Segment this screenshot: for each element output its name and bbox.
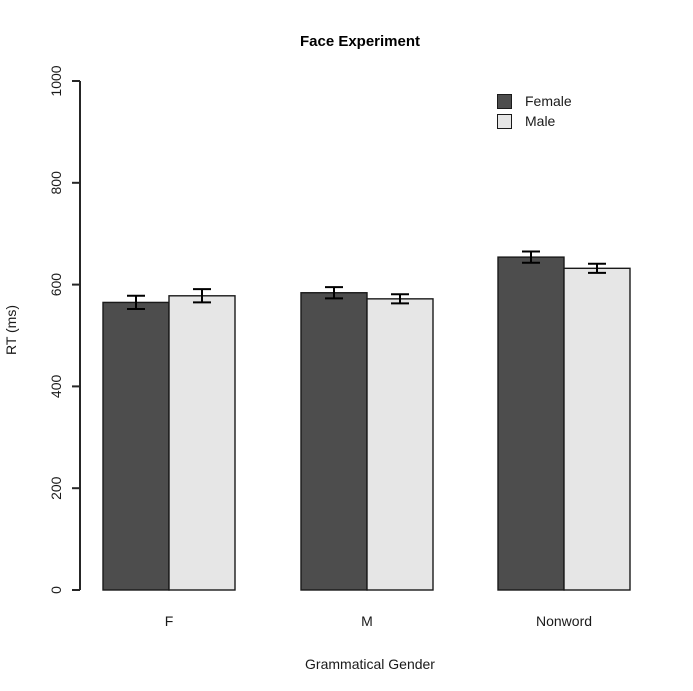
y-tick-label: 200 <box>48 476 64 500</box>
bar-nonword-female <box>497 256 565 591</box>
y-tick-label: 400 <box>48 375 64 399</box>
y-tick-label: 600 <box>48 273 64 297</box>
y-tick-label: 800 <box>48 171 64 195</box>
legend-label-male: Male <box>525 113 556 129</box>
legend-item-female: Female <box>497 91 572 111</box>
chart-title: Face Experiment <box>299 33 421 50</box>
y-tick-label: 0 <box>48 586 64 594</box>
legend-item-male: Male <box>497 111 572 131</box>
bar-f-male <box>168 295 236 591</box>
female-swatch-icon <box>497 93 512 109</box>
male-swatch-icon <box>497 113 512 129</box>
bar-m-male <box>366 298 434 591</box>
bar-f-female <box>102 301 170 591</box>
bar-m-female <box>300 292 368 591</box>
legend: Female Male <box>497 91 572 131</box>
legend-label-female: Female <box>525 93 572 109</box>
x-category-label-f: F <box>164 613 174 629</box>
x-category-label-m: M <box>361 613 373 629</box>
y-tick-label: 1000 <box>48 65 64 96</box>
x-category-label-nonword: Nonword <box>535 613 593 629</box>
bar-nonword-male <box>563 267 631 591</box>
x-axis-title: Grammatical Gender <box>305 656 435 672</box>
